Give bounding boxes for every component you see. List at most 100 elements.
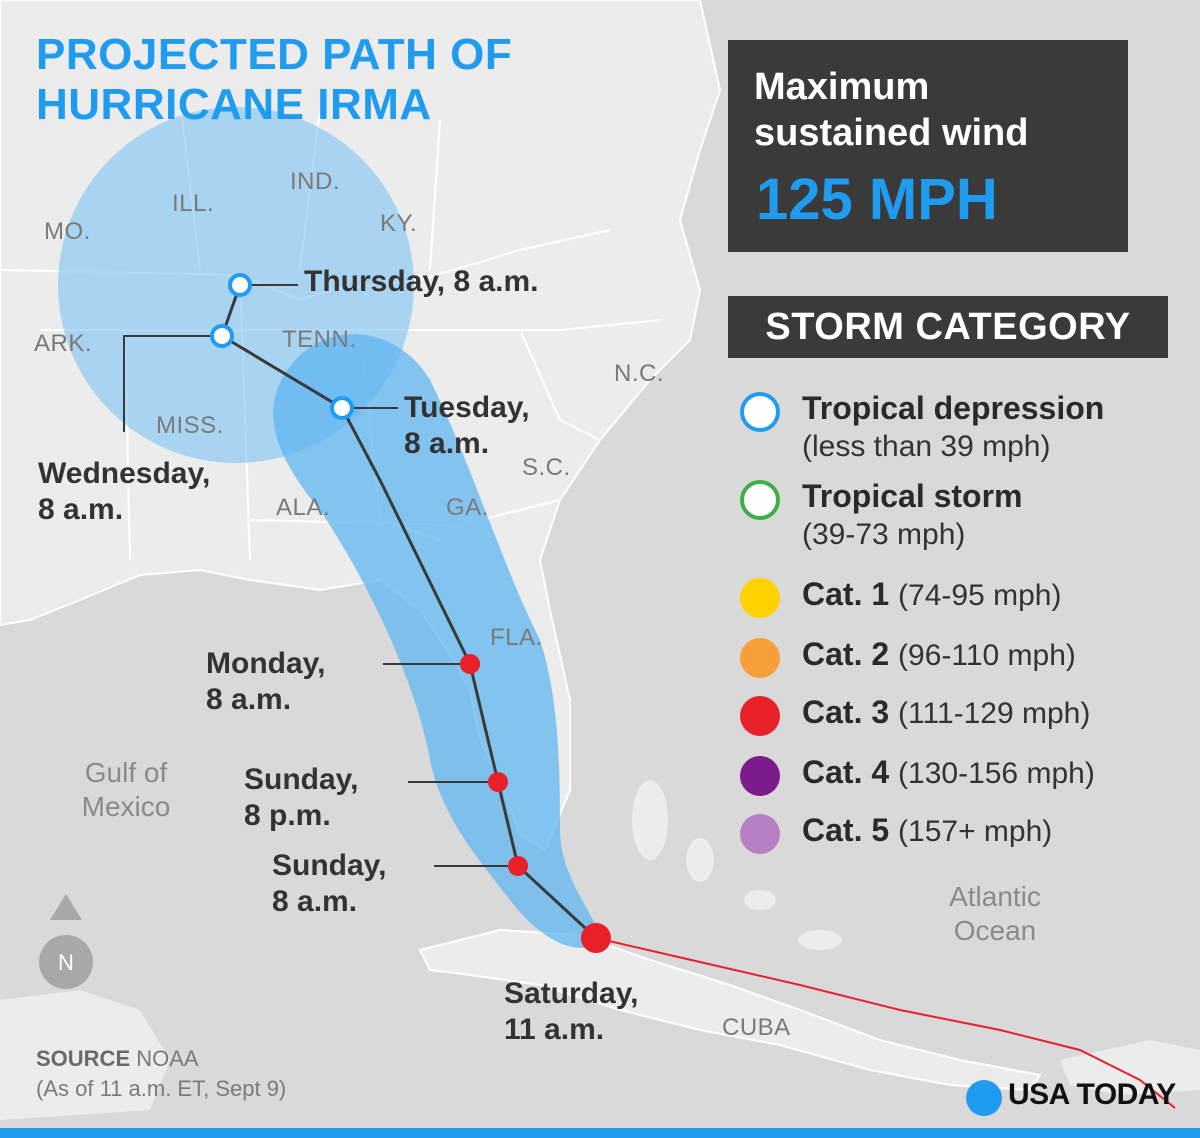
legend-item-range: (130-156 mph) (898, 757, 1095, 790)
marker-thursday (228, 273, 252, 297)
title-line-2: HURRICANE IRMA (36, 80, 432, 129)
marker-monday (460, 654, 480, 674)
water-label-gulf: Gulf of Mexico (56, 756, 196, 824)
label-sunday-pm-line-1: Sunday, (244, 763, 359, 796)
geo-label-nc: N.C. (614, 360, 664, 387)
label-sunday-pm-line-2: 8 p.m. (244, 799, 331, 832)
geo-label-tenn: TENN. (282, 326, 357, 353)
legend-item-name: Cat. 2 (802, 636, 890, 672)
compass-letter: N (58, 950, 74, 975)
water-label-atlantic-line-1: Atlantic (949, 881, 1041, 912)
forecast-cone-main (273, 334, 600, 948)
legend-dot-icon (740, 756, 780, 796)
legend-item-name: Cat. 3 (802, 694, 890, 730)
water-label-atlantic: Atlantic Ocean (920, 880, 1070, 948)
legend-dot-icon (740, 814, 780, 854)
geo-label-mo: MO. (44, 218, 91, 245)
legend-item-label: Cat. 2 (96-110 mph) (802, 636, 1076, 673)
legend-item-range: (74-95 mph) (898, 579, 1062, 612)
geo-label-sc: S.C. (522, 454, 571, 481)
brand-dot-icon (966, 1080, 1002, 1116)
legend-item-name: Cat. 4 (802, 754, 890, 790)
label-saturday-line-1: Saturday, (504, 977, 639, 1010)
legend-item-range: (96-110 mph) (898, 639, 1076, 672)
title-line-1: PROJECTED PATH OF (36, 30, 513, 79)
page-title: PROJECTED PATH OF HURRICANE IRMA (36, 30, 512, 130)
geo-label-ga: GA. (446, 494, 489, 521)
source-date: (As of 11 a.m. ET, Sept 9) (36, 1076, 287, 1101)
label-tuesday-line-1: Tuesday, (404, 391, 530, 424)
brand-name: USA TODAY (1008, 1078, 1176, 1111)
geo-label-miss: MISS. (156, 412, 224, 439)
water-label-atlantic-line-2: Ocean (953, 915, 1037, 946)
label-wednesday-line-1: Wednesday, (38, 457, 211, 490)
label-sunday-pm: Sunday, 8 p.m. (244, 762, 358, 834)
past-track (595, 937, 1176, 1109)
legend-item-range: (39-73 mph) (802, 518, 966, 551)
label-thursday: Thursday, 8 a.m. (304, 264, 539, 300)
legend-item-label: Cat. 4 (130-156 mph) (802, 754, 1095, 791)
legend-item-label: Tropical storm (802, 478, 1023, 515)
geo-label-ala: ALA. (276, 494, 331, 521)
legend-item-name: Cat. 1 (802, 576, 890, 612)
label-tuesday-line-2: 8 a.m. (404, 427, 490, 460)
label-sunday-am-line-1: Sunday, (272, 849, 387, 882)
water-label-gulf-line-2: Mexico (81, 791, 171, 822)
caribbean-islands (1060, 1040, 1200, 1095)
legend-ring-icon (740, 392, 780, 432)
source-name: NOAA (136, 1046, 199, 1071)
compass-icon (39, 935, 93, 989)
geo-label-fla: FLA. (490, 624, 543, 651)
geo-label-ky: KY. (380, 210, 418, 237)
marker-tuesday (330, 396, 354, 420)
marker-sunday-pm (488, 772, 508, 792)
geo-label-cuba: CUBA (722, 1014, 791, 1041)
label-monday-line-1: Monday, (206, 647, 326, 680)
label-wednesday-line-2: 8 a.m. (38, 493, 124, 526)
bottom-accent-bar (0, 1128, 1200, 1138)
legend-item-name: Cat. 5 (802, 812, 890, 848)
legend-ring-icon (740, 480, 780, 520)
legend-dot-icon (740, 578, 780, 618)
leader-lines (123, 284, 508, 867)
label-sunday-am: Sunday, 8 a.m. (272, 848, 386, 920)
north-arrow-icon (50, 894, 82, 920)
bahamas-islands (632, 780, 842, 950)
label-monday-line-2: 8 a.m. (206, 683, 292, 716)
legend-dot-icon (740, 638, 780, 678)
legend-item-name: Tropical storm (802, 478, 1023, 514)
label-thursday-text: Thursday, 8 a.m. (304, 265, 539, 298)
marker-saturday (581, 923, 611, 953)
legend-item-label: Tropical depression (802, 390, 1104, 427)
legend-item-label: Cat. 5 (157+ mph) (802, 812, 1052, 849)
marker-sunday-am (508, 856, 528, 876)
label-saturday: Saturday, 11 a.m. (504, 976, 639, 1048)
legend-item-label: Cat. 3 (111-129 mph) (802, 694, 1090, 731)
wind-value: 125 MPH (756, 167, 998, 232)
geo-label-ark: ARK. (34, 330, 93, 357)
legend-item-label: Cat. 1 (74-95 mph) (802, 576, 1061, 613)
wind-label: Maximum sustained wind (754, 66, 1029, 154)
yucatan-landmass (0, 990, 170, 1120)
legend-title: STORM CATEGORY (728, 296, 1168, 358)
water-label-gulf-line-1: Gulf of (84, 757, 168, 788)
legend-item-name: Tropical depression (802, 390, 1105, 426)
legend-item-range: (111-129 mph) (898, 697, 1091, 730)
marker-wednesday (210, 324, 234, 348)
source-label: SOURCE (36, 1046, 131, 1071)
geo-label-ill: ILL. (172, 190, 215, 217)
legend-dot-icon (740, 696, 780, 736)
legend-item-range: (less than 39 mph) (802, 430, 1051, 463)
legend-item-range: (157+ mph) (898, 815, 1053, 848)
cuba-landmass (418, 928, 1042, 1092)
source-note: SOURCE NOAA (As of 11 a.m. ET, Sept 9) (36, 1044, 286, 1104)
label-monday: Monday, 8 a.m. (206, 646, 325, 718)
forecast-track (220, 284, 598, 940)
geo-label-ind: IND. (290, 168, 340, 195)
wind-panel: Maximum sustained wind 125 MPH (728, 40, 1128, 252)
label-wednesday: Wednesday, 8 a.m. (38, 456, 210, 528)
label-sunday-am-line-2: 8 a.m. (272, 885, 358, 918)
label-tuesday: Tuesday, 8 a.m. (404, 390, 530, 462)
label-saturday-line-2: 11 a.m. (504, 1013, 605, 1046)
